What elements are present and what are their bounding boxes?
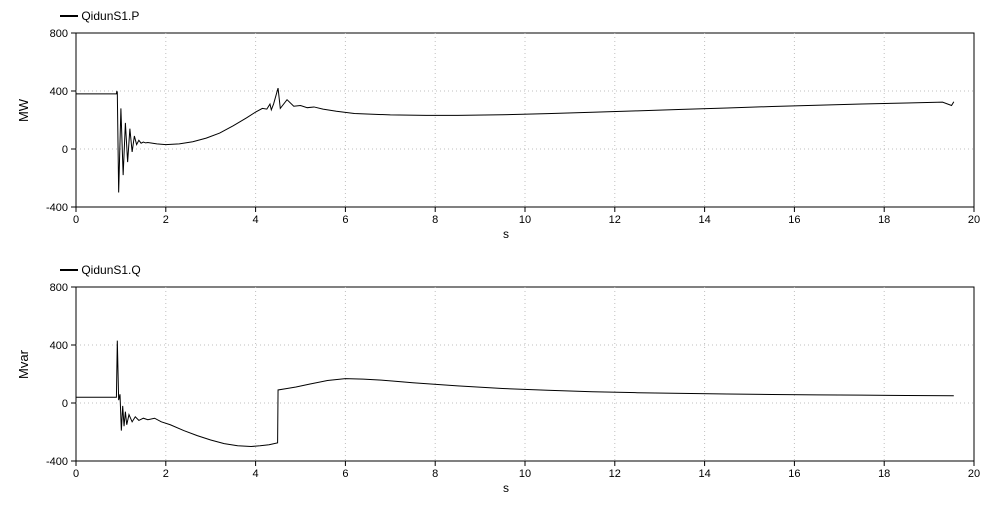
chart-q: 0 2 4 6 8 10 12 14 16 18 20 -400 0 400 800	[26, 279, 986, 479]
svg-text:12: 12	[609, 214, 621, 225]
legend-q: QidunS1.Q	[26, 262, 986, 277]
ylabel-q: Mvar	[16, 350, 31, 379]
svg-text:16: 16	[788, 214, 800, 225]
legend-line-icon	[60, 264, 78, 276]
svg-text:8: 8	[432, 468, 438, 479]
svg-text:4: 4	[253, 214, 259, 225]
svg-text:-400: -400	[46, 456, 68, 468]
svg-text:20: 20	[968, 468, 980, 479]
svg-text:-400: -400	[46, 202, 68, 214]
svg-text:16: 16	[788, 468, 800, 479]
svg-text:400: 400	[50, 86, 68, 98]
svg-text:6: 6	[342, 214, 348, 225]
xlabel-q: s	[26, 481, 986, 495]
svg-text:18: 18	[878, 214, 890, 225]
legend-line-icon	[60, 10, 78, 22]
ylabel-p: MW	[16, 99, 31, 122]
svg-text:8: 8	[432, 214, 438, 225]
svg-text:12: 12	[609, 468, 621, 479]
svg-text:800: 800	[50, 282, 68, 294]
svg-text:2: 2	[163, 214, 169, 225]
svg-text:10: 10	[519, 214, 531, 225]
svg-text:0: 0	[62, 398, 68, 410]
svg-text:20: 20	[968, 214, 980, 225]
xlabel-p: s	[26, 227, 986, 241]
chart-p: 0 2 4 6 8 10 12 14 16 18 20 -400 0 400 800	[26, 25, 986, 225]
svg-text:4: 4	[253, 468, 259, 479]
svg-text:6: 6	[342, 468, 348, 479]
svg-text:2: 2	[163, 468, 169, 479]
svg-text:0: 0	[62, 144, 68, 156]
legend-q-text: QidunS1.Q	[81, 263, 140, 277]
svg-text:10: 10	[519, 468, 531, 479]
svg-text:400: 400	[50, 340, 68, 352]
svg-text:0: 0	[73, 468, 79, 479]
panel-p: QidunS1.P 02468101214161820-4000400800 M…	[26, 8, 986, 243]
svg-text:0: 0	[73, 214, 79, 225]
legend-p: QidunS1.P	[26, 8, 986, 23]
svg-text:800: 800	[50, 28, 68, 40]
svg-text:14: 14	[698, 214, 710, 225]
page-container: QidunS1.P 02468101214161820-4000400800 M…	[0, 0, 1000, 510]
panel-q: QidunS1.Q 02468101214161820-4000400800 M…	[26, 262, 986, 497]
svg-text:14: 14	[698, 468, 710, 479]
legend-p-text: QidunS1.P	[81, 9, 139, 23]
svg-text:18: 18	[878, 468, 890, 479]
